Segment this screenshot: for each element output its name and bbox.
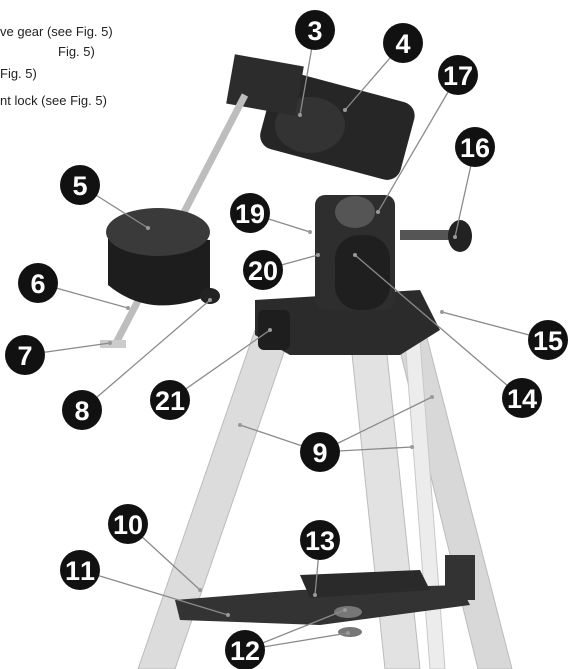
telescope-mount	[100, 54, 512, 669]
callout-number: 14	[507, 384, 537, 414]
note: nt lock (see Fig. 5)	[0, 93, 107, 108]
callout-number: 4	[395, 29, 410, 59]
callout-number: 5	[72, 171, 87, 201]
leader-dot	[108, 341, 112, 345]
leader-dot	[298, 113, 302, 117]
callout-number: 16	[460, 133, 490, 163]
leader-dot	[208, 298, 212, 302]
callout-number: 9	[312, 438, 327, 468]
callout-number: 12	[230, 636, 260, 666]
leader-dot	[440, 310, 444, 314]
callout-number: 20	[248, 256, 278, 286]
leader-dot	[226, 613, 230, 617]
leader-dot	[308, 230, 312, 234]
callout-number: 11	[65, 556, 95, 586]
leader-dot	[343, 608, 347, 612]
note: ve gear (see Fig. 5)	[0, 24, 113, 39]
callout-number: 19	[235, 199, 265, 229]
leader-line	[82, 300, 210, 410]
leader-dot	[353, 253, 357, 257]
callout-number: 21	[155, 386, 185, 416]
leader-dot	[268, 328, 272, 332]
note: Fig. 5)	[58, 44, 95, 59]
note: Fig. 5)	[0, 66, 37, 81]
callout-number: 17	[443, 61, 473, 91]
callout-number: 7	[17, 341, 32, 371]
diagram: ve gear (see Fig. 5) Fig. 5) Fig. 5) nt …	[0, 0, 570, 669]
leader-dot	[376, 210, 380, 214]
leader-dot	[430, 395, 434, 399]
callout-number: 13	[305, 526, 335, 556]
callout-number: 6	[30, 269, 45, 299]
callout-number: 3	[307, 16, 322, 46]
leader-dot	[146, 226, 150, 230]
leader-dot	[410, 445, 414, 449]
leader-dot	[453, 235, 457, 239]
leader-dot	[198, 588, 202, 592]
callout-number: 15	[533, 326, 563, 356]
callout-number: 8	[74, 396, 89, 426]
callout-number: 10	[113, 510, 143, 540]
leader-dot	[343, 108, 347, 112]
leader-dot	[313, 593, 317, 597]
leader-dot	[238, 423, 242, 427]
leader-dot	[316, 253, 320, 257]
leader-dot	[126, 306, 130, 310]
leader-dot	[346, 631, 350, 635]
